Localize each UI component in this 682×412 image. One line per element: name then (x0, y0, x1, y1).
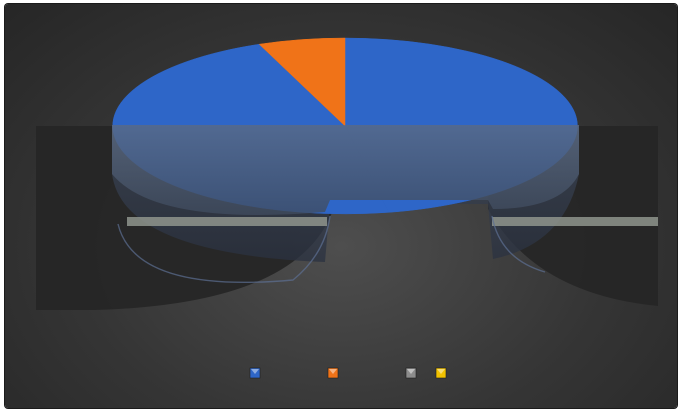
legend-swatch-2 (327, 367, 339, 379)
left-lower-rim (117, 215, 331, 283)
pie-slice-3 (258, 37, 346, 127)
right-gray-bar (492, 217, 658, 226)
legend-swatch-3 (405, 367, 417, 379)
legend-swatch-highlight-3 (407, 369, 415, 374)
chart-area (5, 4, 677, 408)
legend-swatch-highlight-4 (437, 369, 445, 374)
legend-swatch-4 (435, 367, 447, 379)
legend-swatch-highlight-2 (329, 369, 337, 374)
pie-chart-svg (36, 37, 658, 379)
legend-swatch-1 (249, 367, 261, 379)
right-lower-rim (491, 215, 546, 273)
left-gray-bar (127, 217, 327, 226)
legend-item-4 (435, 367, 447, 379)
chart-legend (249, 367, 447, 379)
legend-item-1 (249, 367, 261, 379)
legend-item-3 (405, 367, 417, 379)
legend-item-2 (327, 367, 339, 379)
legend-swatch-highlight-1 (251, 369, 259, 374)
pie-glass-band (112, 125, 579, 215)
